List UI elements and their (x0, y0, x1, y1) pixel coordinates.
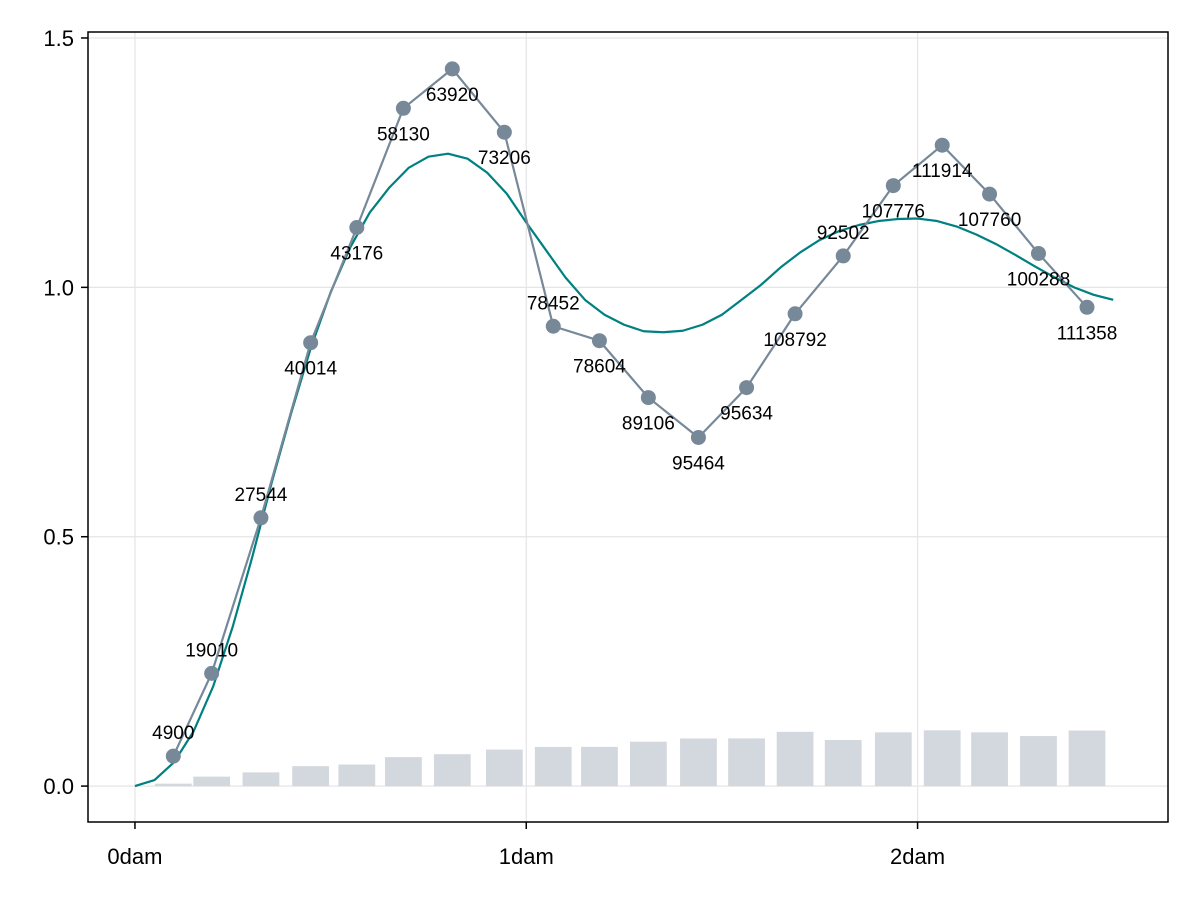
y-tick-label: 0.5 (43, 525, 74, 550)
bar (923, 730, 961, 787)
data-label: 58130 (377, 124, 430, 145)
data-label: 4900 (152, 723, 194, 744)
data-point (496, 124, 512, 140)
bar-layer (154, 730, 1106, 787)
bar (1068, 730, 1106, 787)
bar (874, 732, 912, 787)
bar (1020, 736, 1057, 787)
point-series-line (172, 67, 1088, 757)
data-label: 111358 (1057, 323, 1118, 344)
data-label: 19010 (185, 640, 238, 661)
data-label: 27544 (235, 485, 288, 506)
bar (242, 772, 280, 787)
data-point (1030, 245, 1046, 261)
data-label: 107776 (862, 202, 925, 223)
data-point (640, 390, 656, 406)
data-label: 92502 (817, 223, 870, 244)
data-point (982, 186, 998, 202)
data-label: 63920 (426, 85, 479, 106)
bar (971, 732, 1008, 787)
bar (629, 741, 667, 787)
x-tick-label: 2dam (890, 844, 945, 869)
bar (534, 746, 572, 787)
data-label: 43176 (330, 244, 383, 265)
data-point (690, 429, 706, 445)
data-point (303, 335, 319, 351)
data-label: 78604 (573, 357, 626, 378)
plot-frame (87, 31, 1169, 823)
data-label: 95634 (720, 404, 773, 425)
x-tick-label: 1dam (499, 844, 554, 869)
data-point (591, 333, 607, 349)
data-point (165, 748, 181, 764)
bar (581, 746, 618, 787)
smooth-series-line (134, 152, 1114, 788)
data-label: 108792 (763, 330, 826, 351)
data-point (1079, 299, 1095, 315)
bar (385, 757, 422, 787)
series-layer (134, 61, 1114, 788)
bar (680, 738, 717, 787)
bar (433, 754, 471, 787)
bar (485, 749, 523, 787)
data-point (253, 510, 269, 526)
data-point (444, 61, 460, 77)
data-point (204, 665, 220, 681)
bar (193, 776, 231, 787)
data-label: 89106 (622, 414, 675, 435)
data-point (885, 178, 901, 194)
data-label: 40014 (284, 359, 337, 380)
bar (824, 739, 862, 787)
data-point (349, 220, 365, 236)
axis-layer: 0dam 1dam 2dam 0.0 0.5 1.0 1.5 (43, 26, 945, 869)
data-label: 111914 (912, 161, 973, 182)
bar (776, 731, 814, 787)
data-point (787, 306, 803, 322)
data-label-layer: 4900 19010 27544 40014 43176 58130 63920 73206 7… (152, 85, 1117, 744)
bar (338, 764, 376, 787)
bar (728, 738, 765, 787)
data-label: 95464 (672, 453, 725, 474)
data-label: 107760 (958, 210, 1021, 231)
data-point (934, 137, 950, 153)
bar (154, 783, 192, 787)
data-point (395, 100, 411, 116)
data-label: 73206 (478, 148, 531, 169)
y-tick-label: 1.0 (43, 275, 74, 300)
y-tick-label: 1.5 (43, 26, 74, 51)
data-point (835, 248, 851, 264)
data-point (545, 318, 561, 334)
data-label: 100288 (1007, 269, 1070, 290)
bar (292, 766, 330, 787)
data-point (739, 380, 755, 396)
x-tick-label: 0dam (107, 844, 162, 869)
y-tick-label: 0.0 (43, 774, 74, 799)
data-label: 78452 (527, 293, 580, 314)
